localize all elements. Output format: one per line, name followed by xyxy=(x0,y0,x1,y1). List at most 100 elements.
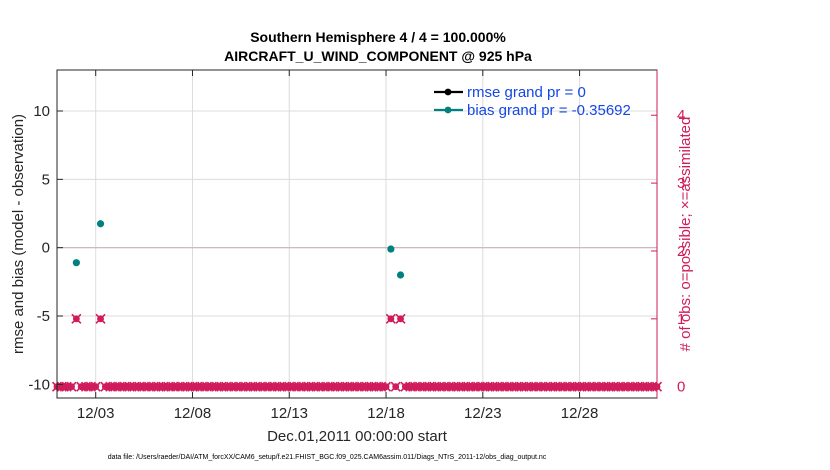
obs-assimilated-marker xyxy=(506,381,517,392)
obs-assimilated-marker xyxy=(516,381,527,392)
obs-assimilated-marker xyxy=(545,381,556,392)
obs-assimilated-marker xyxy=(618,381,629,392)
obs-assimilated-marker xyxy=(569,381,580,392)
obs-assimilated-marker xyxy=(637,381,648,392)
obs-assimilated-marker xyxy=(347,381,358,392)
axis-ticks: 12/03 12/08 12/13 12/18 12/23 12/28 10 5 0 -5 -10 0… xyxy=(28,70,685,422)
obs-assimilated-marker xyxy=(535,381,546,392)
obs-assimilated-marker xyxy=(439,381,450,392)
obs-assimilated-marker xyxy=(380,381,392,392)
y-right-tick-label: 1 xyxy=(677,311,685,328)
obs-assimilated-marker xyxy=(555,381,566,392)
legend-marker xyxy=(444,88,452,96)
obs-assimilated-marker xyxy=(574,381,585,392)
obs-assimilated-marker xyxy=(453,381,464,392)
obs-assimilated-marker xyxy=(274,381,285,392)
obs-assimilated-marker xyxy=(293,381,305,392)
obs-assimilated-marker xyxy=(414,381,425,392)
obs-assimilated-marker xyxy=(342,381,353,392)
y-axis-label: rmse and bias (model - observation) xyxy=(10,114,27,354)
obs-assimilated-marker xyxy=(337,381,348,392)
bias-point xyxy=(96,220,105,228)
bias-series xyxy=(72,220,405,279)
obs-assimilated-marker xyxy=(308,381,319,392)
obs-assimilated-marker xyxy=(593,381,605,392)
y-tick-label: 10 xyxy=(33,103,50,120)
obs-assimilated-marker xyxy=(255,381,266,392)
obs-assimilated-marker xyxy=(71,313,82,324)
obs-assimilated-marker xyxy=(80,381,92,392)
obs-assimilated-marker xyxy=(90,381,101,392)
obs-assimilated-marker xyxy=(61,381,72,392)
obs-assimilated-marker xyxy=(526,381,537,392)
obs-assimilated-marker xyxy=(56,381,67,392)
obs-assimilated-marker xyxy=(448,381,459,392)
obs-assimilated-marker xyxy=(351,381,363,392)
obs-assimilated-marker xyxy=(230,381,242,392)
y-tick-label: 5 xyxy=(42,171,50,188)
x-axis-label: Dec.01,2011 00:00:00 start xyxy=(267,428,448,445)
obs-assimilated-marker xyxy=(376,381,387,392)
obs-assimilated-marker xyxy=(419,381,430,392)
obs-assimilated-marker xyxy=(613,381,624,392)
obs-assimilated-marker xyxy=(589,381,600,392)
obs-assimilated-marker xyxy=(76,381,87,392)
obs-assimilated-marker xyxy=(627,381,638,392)
y-right-tick-label: 0 xyxy=(677,379,685,396)
obs-assimilated-marker xyxy=(477,381,488,392)
obs-assimilated-marker xyxy=(540,381,551,392)
x-tick-label: 12/18 xyxy=(367,405,405,422)
obs-assimilated-marker xyxy=(235,381,246,392)
obs-assimilated-marker xyxy=(95,313,106,324)
obs-assimilated-marker xyxy=(550,381,561,392)
obs-assimilated-marker xyxy=(322,381,334,392)
obs-assimilated-marker xyxy=(405,381,416,392)
obs-assimilated-marker xyxy=(463,381,474,392)
chart-title-line-2: AIRCRAFT_U_WIND_COMPONENT @ 925 hPa xyxy=(224,48,532,64)
obs-assimilated-marker xyxy=(332,381,343,392)
obs-assimilated-marker xyxy=(143,381,155,392)
bias-point xyxy=(387,245,395,253)
obs-assimilated-marker xyxy=(361,381,372,392)
obs-assimilated-marker xyxy=(100,381,111,392)
obs-assimilated-marker xyxy=(245,381,256,392)
x-tick-label: 12/13 xyxy=(270,405,308,422)
x-tick-label: 12/23 xyxy=(464,405,502,422)
obs-assimilated-marker xyxy=(443,381,455,392)
obs-assimilated-marker xyxy=(400,381,411,392)
obs-assimilated-marker xyxy=(148,381,159,392)
obs-assimilated-marker xyxy=(501,381,513,392)
obs-assimilated-marker xyxy=(487,381,498,392)
plot-frame xyxy=(56,69,658,399)
obs-assimilated-marker xyxy=(356,381,367,392)
obs-assimilated-marker xyxy=(66,381,77,392)
obs-assimilated-marker xyxy=(564,381,575,392)
obs-assimilated-marker xyxy=(153,381,164,392)
obs-assimilated-marker xyxy=(158,381,169,392)
obs-assimilated-marker xyxy=(163,381,174,392)
obs-assimilated-marker xyxy=(458,381,469,392)
chart-title-line-1: Southern Hemisphere 4 / 4 = 100.000% xyxy=(250,29,506,45)
obs-assimilated-marker xyxy=(197,381,208,392)
obs-assimilated-marker xyxy=(264,381,275,392)
obs-assimilated-marker xyxy=(114,381,125,392)
obs-assimilated-marker xyxy=(221,381,232,392)
bias-point xyxy=(396,271,405,279)
obs-assimilated-marker xyxy=(385,313,396,324)
obs-assimilated-marker xyxy=(172,381,184,392)
obs-assimilated-marker xyxy=(608,381,619,392)
obs-assimilated-marker xyxy=(303,381,314,392)
obs-assimilated-marker xyxy=(371,381,382,392)
obs-assimilated-marker xyxy=(226,381,237,392)
obs-assimilated-marker xyxy=(85,381,96,392)
y-tick-label: -5 xyxy=(37,308,50,325)
obs-assimilated-marker xyxy=(395,313,406,324)
x-tick-label: 12/28 xyxy=(561,405,599,422)
obs-assimilated-marker xyxy=(603,381,614,392)
obs-assimilated-marker xyxy=(124,381,135,392)
obs-assimilated-marker xyxy=(187,381,198,392)
grid-lines xyxy=(57,70,657,398)
obs-assimilated-marker xyxy=(119,381,130,392)
